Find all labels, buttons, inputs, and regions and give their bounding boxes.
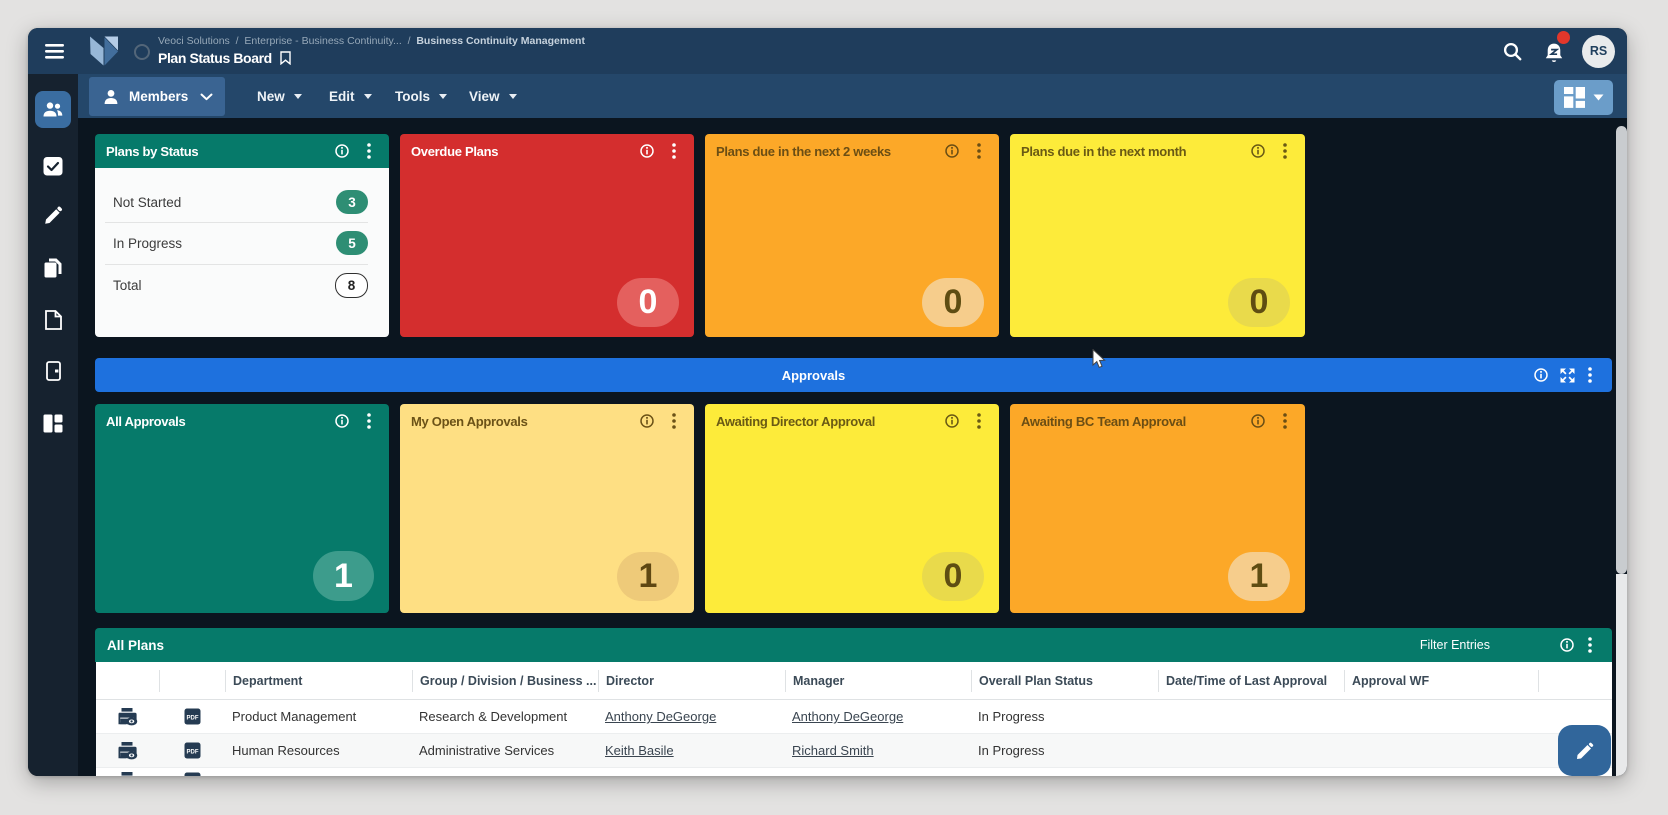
svg-text:PDF: PDF — [186, 749, 198, 755]
svg-text:PDF: PDF — [186, 715, 198, 721]
